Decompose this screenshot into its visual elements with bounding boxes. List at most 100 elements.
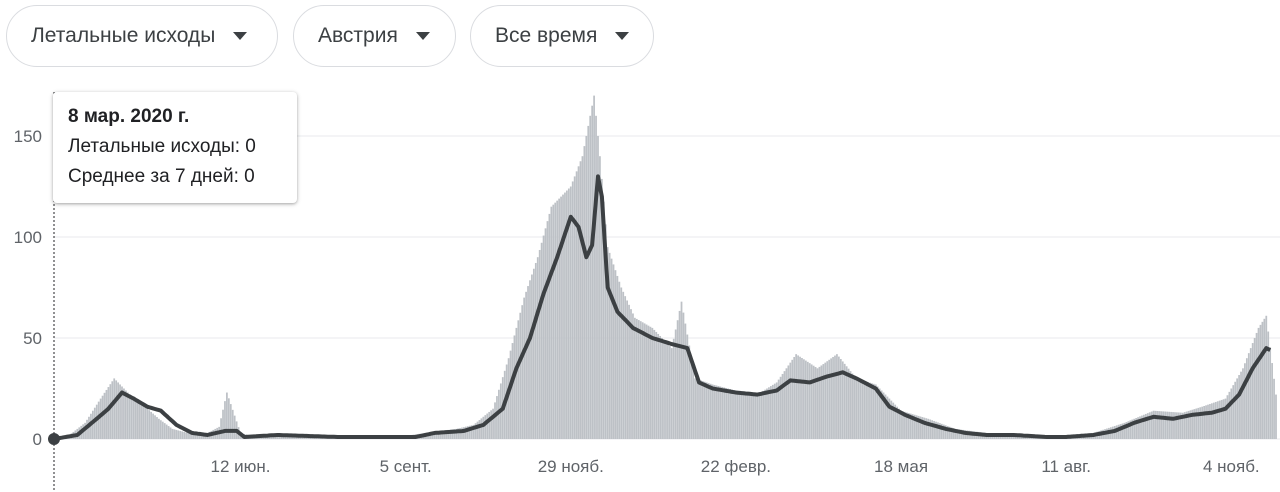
bar: [678, 310, 681, 439]
bar: [93, 407, 96, 439]
bar: [519, 312, 522, 439]
bar: [630, 309, 632, 439]
bar: [1234, 381, 1237, 439]
bar: [913, 414, 916, 439]
bar: [946, 426, 949, 439]
bar: [459, 428, 461, 439]
bar: [449, 429, 452, 439]
bar: [1214, 401, 1217, 439]
bar: [715, 385, 718, 439]
bar: [843, 363, 846, 439]
bar: [1162, 411, 1165, 439]
bar: [441, 430, 444, 439]
bar: [952, 428, 955, 439]
bar: [874, 384, 877, 439]
bar: [486, 413, 489, 439]
metric-dropdown-label: Летальные исходы: [31, 24, 216, 47]
bar: [1183, 412, 1186, 439]
bar: [814, 367, 817, 439]
x-tick-label: 29 нояб.: [538, 457, 604, 476]
bar: [841, 361, 844, 439]
bar: [929, 419, 932, 439]
bar: [791, 359, 794, 439]
bar: [1273, 378, 1275, 439]
bar: [820, 365, 823, 439]
seven-day-average-line: [53, 174, 1272, 441]
bar: [637, 320, 640, 439]
bar: [1127, 421, 1130, 439]
bar: [661, 338, 663, 439]
bar: [134, 399, 137, 439]
bar: [723, 387, 726, 439]
bar: [99, 398, 102, 439]
bar: [713, 384, 716, 439]
bar: [577, 166, 580, 440]
bar: [119, 384, 121, 439]
bar: [1218, 400, 1221, 439]
bar: [634, 317, 636, 439]
bar: [1179, 412, 1182, 439]
bar: [1247, 353, 1250, 439]
bar: [229, 404, 232, 439]
bar: [540, 242, 543, 439]
bar: [789, 362, 792, 439]
bar: [1117, 424, 1120, 439]
bar: [717, 385, 720, 439]
bar: [532, 268, 535, 439]
bar: [878, 388, 881, 439]
country-dropdown[interactable]: Австрия: [293, 5, 456, 67]
bar: [231, 409, 234, 439]
bar: [635, 318, 638, 439]
cursor-dot[interactable]: [48, 433, 60, 445]
bar: [1187, 410, 1190, 439]
bar: [107, 387, 110, 439]
bar: [125, 390, 127, 439]
bar: [1193, 409, 1196, 439]
bar: [680, 301, 683, 439]
bar: [735, 390, 737, 439]
bar: [587, 125, 590, 440]
bar: [224, 401, 226, 439]
period-dropdown[interactable]: Все время: [470, 5, 654, 67]
bar: [562, 194, 564, 439]
bar: [703, 381, 706, 439]
bar: [719, 386, 722, 439]
tooltip-deaths: Летальные исходы: 0: [68, 136, 256, 157]
bar: [608, 252, 611, 439]
bar: [927, 418, 930, 439]
bar: [771, 384, 774, 439]
tooltip-average: Среднее за 7 дней: 0: [68, 166, 255, 187]
bar: [880, 390, 883, 439]
bar: [816, 368, 819, 439]
bar: [566, 190, 568, 439]
bar: [655, 331, 658, 439]
bar: [1263, 318, 1266, 439]
bar: [960, 429, 963, 439]
bar: [165, 424, 168, 439]
bar: [808, 363, 811, 439]
bar: [123, 388, 125, 439]
metric-dropdown[interactable]: Летальные исходы: [6, 5, 278, 67]
bar: [1267, 331, 1270, 439]
bar: [1152, 410, 1155, 439]
bar: [593, 95, 595, 439]
bar: [1249, 348, 1252, 439]
bar: [585, 136, 588, 439]
bar: [154, 415, 156, 439]
bar: [801, 358, 803, 439]
bar: [1133, 418, 1136, 439]
bar: [1251, 343, 1254, 439]
bar: [457, 428, 459, 439]
daily-deaths-bars: [55, 95, 1277, 440]
y-axis-labels: 0 50 100 150: [14, 127, 42, 449]
bar: [688, 345, 691, 439]
bar: [511, 343, 514, 439]
bar: [523, 297, 526, 439]
bar: [1119, 424, 1122, 439]
bar: [1164, 411, 1167, 439]
x-tick-label: 22 февр.: [701, 457, 771, 476]
bar: [665, 342, 667, 439]
bar: [939, 423, 941, 439]
bar: [581, 156, 584, 439]
